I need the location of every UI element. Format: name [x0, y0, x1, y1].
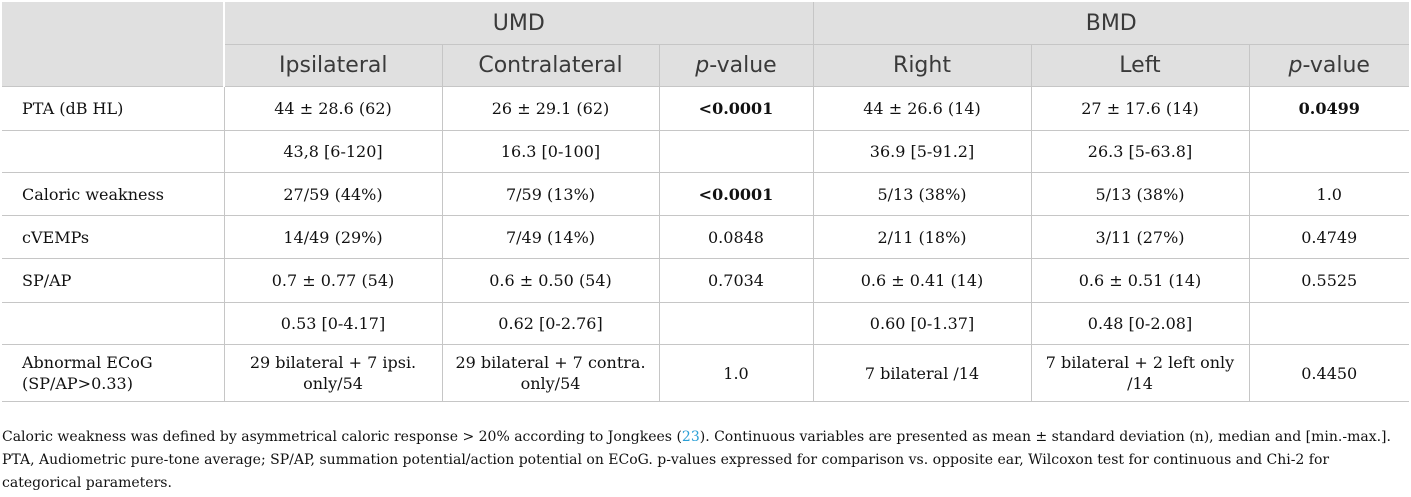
- table-row: cVEMPs 14/49 (29%) 7/49 (14%) 0.0848 2/1…: [2, 215, 1409, 259]
- table-cell: [1249, 302, 1409, 345]
- row-label: cVEMPs: [2, 215, 225, 259]
- table-cell: 43,8 [6-120]: [224, 130, 443, 173]
- table-cell: 0.4450: [1249, 344, 1409, 402]
- table-cell: 0.7034: [659, 258, 814, 303]
- table-cell: 0.62 [0-2.76]: [442, 302, 660, 345]
- table-cell: 5/13 (38%): [813, 172, 1032, 216]
- group-header-bmd: BMD: [813, 2, 1409, 45]
- results-table: UMD BMD Ipsilateral Contralateral p-valu…: [2, 2, 1409, 402]
- table-cell: 16.3 [0-100]: [442, 130, 660, 173]
- table-cell: 0.6 ± 0.41 (14): [813, 258, 1032, 303]
- group-header-umd: UMD: [224, 2, 814, 45]
- table-cell: 1.0: [659, 344, 814, 402]
- table-cell: 7 bilateral /14: [813, 344, 1032, 402]
- table-cell: 27 ± 17.6 (14): [1031, 86, 1250, 131]
- table-cell: 0.0499: [1249, 86, 1409, 131]
- table-cell: 0.60 [0-1.37]: [813, 302, 1032, 345]
- table-cell: [659, 130, 814, 173]
- table-cell: 0.5525: [1249, 258, 1409, 303]
- table-cell: 0.0848: [659, 215, 814, 259]
- cell-line: 29 bilateral + 7 ipsi.: [249, 353, 417, 372]
- table-cell: 0.7 ± 0.77 (54): [224, 258, 443, 303]
- group-header-row: UMD BMD: [2, 2, 1409, 87]
- col-header-left: Left: [1031, 44, 1250, 87]
- footnote-line: PTA, Audiometric pure-tone average; SP/A…: [2, 452, 1330, 468]
- col-header-contralateral: Contralateral: [442, 44, 660, 87]
- table-footnote: Caloric weakness was defined by asymmetr…: [2, 426, 1402, 495]
- col-header-p-value-umd: p-value: [659, 44, 814, 87]
- table-cell: 26 ± 29.1 (62): [442, 86, 660, 131]
- col-header-ipsilateral: Ipsilateral: [224, 44, 443, 87]
- table-cell: 7 bilateral + 2 left only /14: [1031, 344, 1250, 402]
- table-cell: 5/13 (38%): [1031, 172, 1250, 216]
- significant-p-value: 0.0499: [1298, 99, 1360, 118]
- significant-p-value: <0.0001: [698, 99, 774, 118]
- footnote-line: categorical parameters.: [2, 475, 172, 491]
- cell-line: 7 bilateral + 2 left only: [1045, 353, 1235, 372]
- row-label: SP/AP: [2, 258, 225, 303]
- table-row: Abnormal ECoG (SP/AP>0.33) 29 bilateral …: [2, 344, 1409, 402]
- col-header-right: Right: [813, 44, 1032, 87]
- table-cell: <0.0001: [659, 86, 814, 131]
- cell-line: /14: [1127, 374, 1153, 393]
- table-row: PTA (dB HL) 44 ± 28.6 (62) 26 ± 29.1 (62…: [2, 86, 1409, 131]
- table-cell: 29 bilateral + 7 ipsi. only/54: [224, 344, 443, 402]
- table-cell: 0.6 ± 0.51 (14): [1031, 258, 1250, 303]
- row-label-line: (SP/AP>0.33): [22, 374, 133, 393]
- table-row: 0.53 [0-4.17] 0.62 [0-2.76] 0.60 [0-1.37…: [2, 302, 1409, 345]
- table-cell: 0.53 [0-4.17]: [224, 302, 443, 345]
- table-cell: 36.9 [5-91.2]: [813, 130, 1032, 173]
- row-label: Caloric weakness: [2, 172, 225, 216]
- cell-line: 29 bilateral + 7 contra.: [455, 353, 646, 372]
- row-label: [2, 302, 225, 345]
- reference-link[interactable]: 23: [681, 429, 700, 445]
- row-label-line: Abnormal ECoG: [22, 353, 153, 372]
- cell-line: only/54: [520, 374, 581, 393]
- table-cell: 44 ± 28.6 (62): [224, 86, 443, 131]
- table-cell: 26.3 [5-63.8]: [1031, 130, 1250, 173]
- cell-line: only/54: [303, 374, 363, 393]
- col-header-p-value-bmd: p-value: [1249, 44, 1409, 87]
- table-cell: [1249, 130, 1409, 173]
- table-cell: 7/59 (13%): [442, 172, 660, 216]
- table-cell: 0.6 ± 0.50 (54): [442, 258, 660, 303]
- table-cell: 7/49 (14%): [442, 215, 660, 259]
- table-cell: 14/49 (29%): [224, 215, 443, 259]
- table-row: Caloric weakness 27/59 (44%) 7/59 (13%) …: [2, 172, 1409, 216]
- table-row: 43,8 [6-120] 16.3 [0-100] 36.9 [5-91.2] …: [2, 130, 1409, 173]
- footnote-line: Caloric weakness was defined by asymmetr…: [2, 429, 1391, 445]
- table-cell: 2/11 (18%): [813, 215, 1032, 259]
- table-cell: 29 bilateral + 7 contra. only/54: [442, 344, 660, 402]
- table-cell: 27/59 (44%): [224, 172, 443, 216]
- column-header-row: Ipsilateral Contralateral p-value Right …: [2, 44, 1409, 87]
- row-label: Abnormal ECoG (SP/AP>0.33): [2, 344, 225, 402]
- table-cell: 0.48 [0-2.08]: [1031, 302, 1250, 345]
- table-cell: <0.0001: [659, 172, 814, 216]
- row-label: [2, 130, 225, 173]
- corner-cell: [2, 2, 225, 87]
- table-cell: 1.0: [1249, 172, 1409, 216]
- row-label: PTA (dB HL): [2, 86, 225, 131]
- table-cell: 3/11 (27%): [1031, 215, 1250, 259]
- significant-p-value: <0.0001: [698, 184, 774, 204]
- table-cell: [659, 302, 814, 345]
- table-row: SP/AP 0.7 ± 0.77 (54) 0.6 ± 0.50 (54) 0.…: [2, 258, 1409, 303]
- table-cell: 44 ± 26.6 (14): [813, 86, 1032, 131]
- table-cell: 0.4749: [1249, 215, 1409, 259]
